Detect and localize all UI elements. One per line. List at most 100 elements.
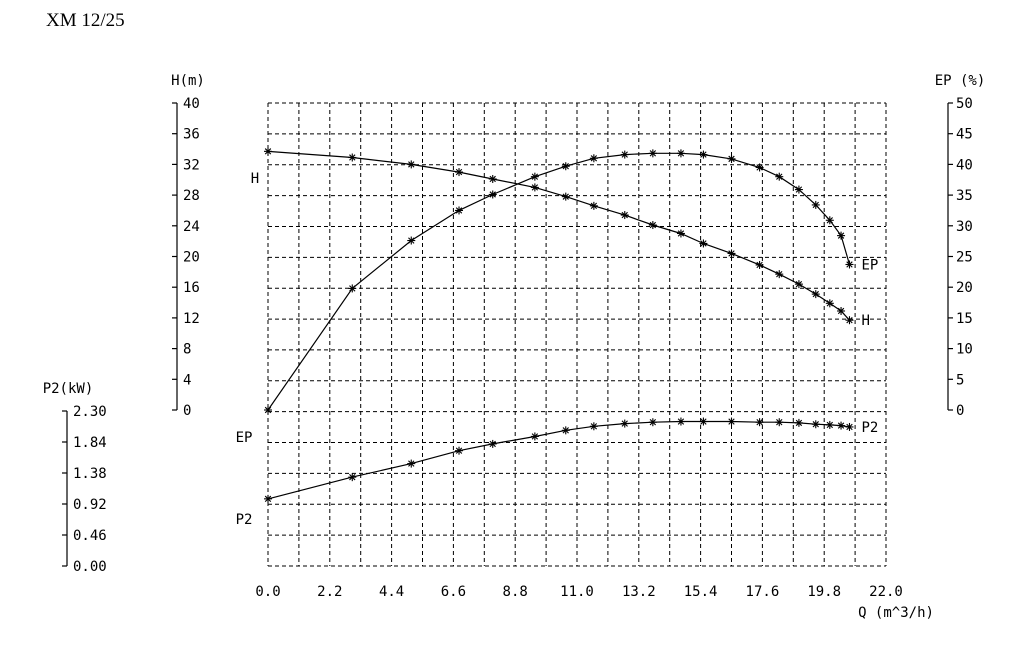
axes [62,102,953,567]
grid [267,102,887,567]
p2-tick-label: 0.46 [73,528,107,544]
star-stroke [776,419,783,426]
h-data-point [530,183,539,192]
p2-tick-label: 1.84 [73,435,107,451]
p2-data-point [620,419,629,428]
ep-data-point [755,163,764,172]
star-stroke [455,207,463,214]
star-stroke [776,173,783,180]
x-tick-label: 2.2 [317,584,342,600]
star-stroke [264,406,272,414]
h-data-point [845,316,854,325]
x-tick-label: 17.6 [746,584,780,600]
h-data-point [837,306,846,315]
p2-data-point [648,418,657,427]
p2-data-point [676,417,685,426]
h-data-point [775,270,784,279]
h-data-point [455,168,464,177]
star-stroke [826,217,834,224]
ep-data-point [648,149,657,158]
p2-tick-label: 1.38 [73,466,107,482]
star-stroke [776,270,783,278]
h-tick-label: 16 [183,280,200,296]
ep-tick-label: 35 [956,188,973,204]
ep-tick-label: 5 [956,372,964,388]
star-stroke [649,150,657,157]
star-stroke [489,440,496,448]
h-curve-end-label: H [861,313,869,329]
ep-data-point [620,150,629,159]
ep-tick-label: 10 [956,342,973,358]
x-tick-label: 13.2 [622,584,656,600]
x-tick-label: 8.8 [503,584,528,600]
star-stroke [826,421,834,429]
star-stroke [264,148,272,155]
p2-data-point [348,473,357,482]
p2-curve-end-label: P2 [861,420,878,436]
star-stroke [846,423,853,431]
star-stroke [812,201,819,209]
h-tick-label: 28 [183,188,200,204]
h-data-point [676,229,685,238]
star-stroke [264,495,272,503]
star-stroke [590,155,598,162]
ep-data-point [676,149,685,158]
p2-data-point [561,426,570,435]
curves [264,147,854,503]
ep-tick-label: 25 [956,250,973,266]
h-tick-label: 12 [183,311,200,327]
x-tick-label: 11.0 [560,584,594,600]
p2-data-point [794,418,803,427]
ep-data-point [845,260,854,269]
star-stroke [489,175,496,183]
ep-data-point [488,190,497,199]
ep-data-point [407,236,416,245]
star-stroke [455,447,463,454]
p2-data-point [589,422,598,431]
star-stroke [349,285,356,292]
ep-tick-label: 40 [956,157,973,173]
star-stroke [756,419,763,426]
h-data-point [755,260,764,269]
star-stroke [408,460,415,467]
star-stroke [837,422,845,429]
star-stroke [408,161,415,168]
ep-data-point [699,150,708,159]
h-data-point [620,211,629,220]
star-stroke [837,232,845,239]
star-stroke [812,421,819,428]
h-data-point [407,160,416,169]
p2-data-point [264,494,272,503]
h-tick-label: 32 [183,157,200,173]
ep-data-point [530,172,539,181]
h-tick-label: 4 [183,372,191,388]
x-tick-label: 22.0 [869,584,903,600]
star-stroke [812,290,819,298]
h-data-point [264,147,272,156]
ep-data-point [825,216,834,225]
h-data-point [825,299,834,308]
star-stroke [728,418,735,425]
star-stroke [826,300,834,307]
star-stroke [795,280,803,288]
star-stroke [621,420,628,427]
ep-tick-label: 45 [956,127,973,143]
h-curve-line [267,150,850,321]
ep-data-point [589,154,598,163]
h-data-point [727,249,736,258]
ep-data-point [794,185,803,194]
h-data-point [488,174,497,183]
star-stroke [621,211,628,219]
ep-data-point [264,406,272,414]
star-stroke [756,164,763,171]
p2-data-point [699,417,708,426]
ep-curve-start-label: EP [236,430,253,446]
star-stroke [455,168,463,176]
star-stroke [677,230,685,237]
h-data-point [794,280,803,289]
star-stroke [349,473,356,481]
h-tick-label: 0 [183,403,191,419]
ep-data-point [811,200,820,209]
page-title: XM 12/25 [46,10,125,31]
